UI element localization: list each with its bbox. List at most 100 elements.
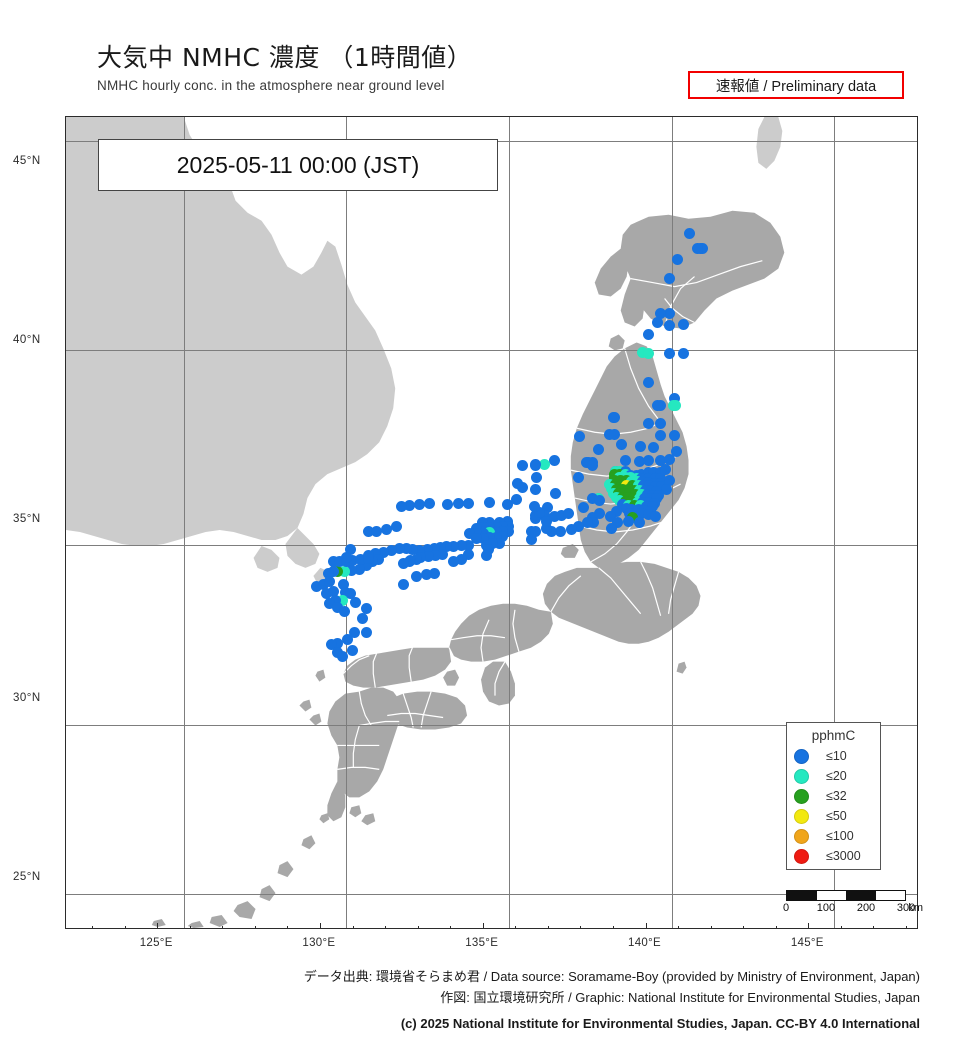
y-tick-minor (65, 558, 66, 559)
data-point (470, 532, 482, 544)
legend-row-2: ≤32 (787, 786, 880, 806)
data-point (677, 347, 689, 359)
data-point (664, 475, 676, 486)
graticule-lat-40 (66, 350, 917, 351)
data-point (592, 443, 604, 455)
legend-row-0: ≤10 (787, 746, 880, 766)
data-point (413, 544, 425, 556)
x-tick-minor (352, 926, 354, 928)
y-tick-label: 30°N (13, 691, 41, 704)
data-point (534, 507, 546, 519)
data-point (502, 525, 514, 537)
graticule-lat-30 (66, 725, 917, 726)
data-point (484, 532, 496, 544)
data-point (456, 553, 468, 565)
data-point (362, 526, 374, 538)
data-point (347, 554, 358, 566)
graticule-lon-130 (346, 117, 347, 928)
x-tick-label: 125°E (139, 937, 173, 949)
data-point (338, 605, 350, 617)
data-point (407, 544, 419, 556)
data-point (423, 497, 435, 509)
data-point (324, 576, 336, 588)
graticule-lat-25 (66, 894, 917, 895)
data-point (493, 537, 505, 549)
x-tick-minor (254, 926, 256, 928)
data-point (655, 481, 667, 493)
data-point (555, 526, 567, 538)
y-tick (65, 701, 66, 702)
x-tick (645, 923, 647, 928)
x-tick-label: 145°E (790, 937, 824, 949)
data-point (594, 494, 606, 506)
legend-row-4: ≤100 (787, 826, 880, 846)
data-point (587, 492, 599, 504)
data-point (643, 455, 655, 467)
data-point (397, 578, 409, 590)
y-tick-minor (65, 486, 66, 487)
scale-bar-tick-label: 200 (856, 902, 876, 914)
data-point (531, 472, 542, 484)
y-tick-minor (65, 772, 66, 773)
data-point (334, 556, 345, 568)
data-point (345, 544, 357, 556)
data-point (332, 602, 344, 614)
legend-label: ≤32 (826, 789, 847, 803)
preliminary-data-label: 速報値 / Preliminary data (715, 78, 877, 95)
data-point (413, 499, 425, 510)
data-point (605, 523, 617, 535)
data-point (649, 510, 661, 522)
data-point (330, 595, 342, 606)
x-tick-minor (678, 926, 680, 928)
data-point (322, 568, 334, 580)
scale-bar-segments (786, 890, 906, 901)
data-point (540, 515, 552, 527)
data-point (540, 523, 552, 535)
data-point (526, 534, 538, 546)
data-point (633, 516, 645, 528)
x-tick-minor (515, 926, 517, 928)
data-point (328, 586, 340, 597)
data-point (636, 347, 648, 359)
data-point (456, 540, 468, 552)
data-point (360, 602, 372, 614)
data-point (615, 439, 627, 451)
y-tick-label: 35°N (13, 512, 41, 525)
data-point (539, 458, 551, 470)
legend-label: ≤50 (826, 809, 847, 823)
legend-row-1: ≤20 (787, 766, 880, 786)
data-point (643, 376, 655, 388)
legend-row-3: ≤50 (787, 806, 880, 826)
map-plot-area[interactable] (65, 116, 918, 929)
y-tick-minor (65, 307, 66, 308)
y-tick-minor (65, 235, 66, 236)
data-point (651, 399, 663, 411)
y-tick (65, 343, 66, 344)
data-point (542, 501, 554, 513)
timestamp-label: 2025-05-11 00:00 (JST) (176, 151, 420, 178)
x-tick (808, 923, 810, 928)
data-point (337, 650, 349, 662)
data-point (660, 464, 672, 476)
data-point (410, 553, 422, 565)
data-point (643, 417, 655, 429)
scale-bar-unit: km (908, 902, 924, 914)
data-point (452, 498, 464, 510)
data-point (655, 430, 667, 442)
data-point (342, 633, 354, 645)
data-point (578, 501, 590, 513)
footer-data-source: データ出典: 環境省そらまめ君 / Data source: Soramame-… (303, 969, 920, 984)
data-point (310, 581, 322, 593)
x-tick-minor (417, 926, 419, 928)
data-point (651, 317, 663, 329)
data-point (549, 487, 561, 499)
data-point (464, 527, 476, 539)
scale-bar: 0 100 200 300 km (783, 890, 923, 918)
data-point (386, 544, 398, 556)
data-point (347, 645, 358, 657)
y-tick-minor (65, 737, 66, 738)
axis-ticks (66, 117, 917, 928)
data-point (441, 541, 453, 553)
legend-label: ≤100 (826, 829, 854, 843)
legend-swatch (794, 748, 809, 764)
